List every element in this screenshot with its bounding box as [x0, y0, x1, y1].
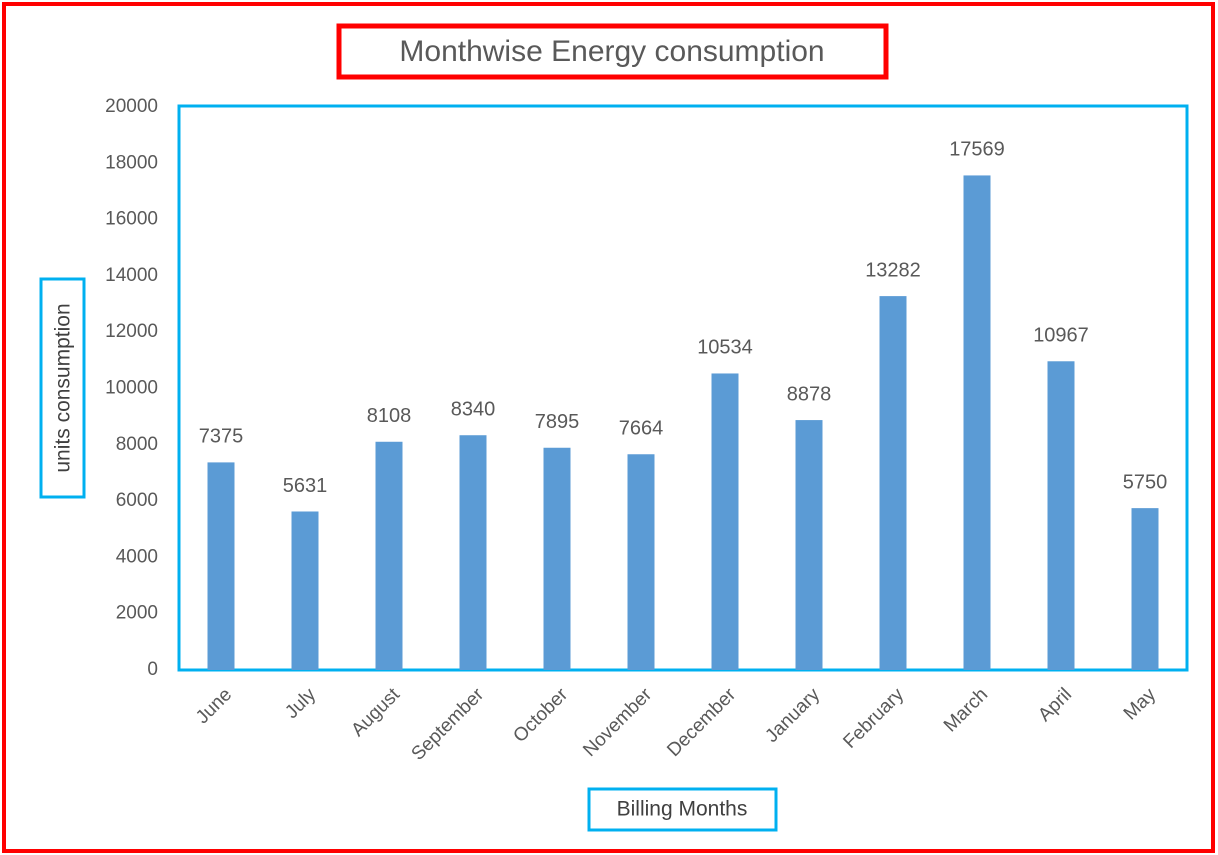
- data-label: 8340: [451, 399, 496, 421]
- data-label: 7664: [619, 418, 664, 440]
- x-tick-label: April: [1034, 684, 1076, 726]
- data-label: 8108: [367, 405, 412, 427]
- bar: [1131, 508, 1159, 670]
- data-label: 13282: [865, 259, 921, 281]
- bar: [879, 296, 907, 670]
- x-tick-label: August: [347, 684, 404, 741]
- x-tick-label: May: [1120, 684, 1161, 725]
- x-tick-label: October: [509, 684, 572, 747]
- x-tick-label: January: [761, 684, 824, 747]
- bar: [459, 435, 487, 670]
- y-label-box: [39, 277, 86, 499]
- bar: [543, 447, 571, 670]
- bar: [795, 420, 823, 670]
- y-tick-label: 2000: [116, 603, 158, 624]
- title-box: [336, 23, 889, 80]
- data-label: 7895: [535, 411, 580, 433]
- x-tick-label: September: [408, 684, 489, 765]
- x-tick-label: June: [192, 684, 236, 728]
- y-tick-label: 10000: [105, 378, 158, 399]
- data-label: 17569: [949, 139, 1005, 161]
- x-axis-label: Billing Months: [617, 798, 748, 821]
- x-tick-label: November: [579, 684, 656, 761]
- data-label: 5750: [1123, 471, 1168, 493]
- bar: [291, 511, 319, 670]
- x-tick-label: July: [281, 684, 320, 723]
- y-tick-label: 16000: [105, 209, 158, 230]
- x-tick-label: December: [663, 684, 740, 761]
- y-tick-label: 8000: [116, 434, 158, 455]
- plot-border: [177, 104, 1189, 672]
- y-tick-label: 14000: [105, 265, 158, 286]
- bar: [207, 462, 235, 670]
- y-tick-label: 20000: [105, 96, 158, 117]
- bar: [711, 373, 739, 670]
- bar: [1047, 361, 1075, 670]
- y-tick-label: 0: [147, 659, 158, 680]
- x-tick-label: March: [940, 684, 992, 736]
- y-tick-label: 6000: [116, 490, 158, 511]
- bar: [375, 441, 403, 670]
- y-tick-label: 18000: [105, 152, 158, 173]
- chart-title: Monthwise Energy consumption: [399, 35, 824, 68]
- data-label: 8878: [787, 383, 832, 405]
- y-tick-label: 4000: [116, 546, 158, 567]
- x-label-box: [587, 787, 778, 832]
- x-tick-label: February: [839, 684, 908, 753]
- bar: [627, 454, 655, 670]
- data-label: 10967: [1033, 325, 1089, 347]
- y-axis-label: units consumption: [52, 303, 75, 472]
- y-tick-label: 12000: [105, 321, 158, 342]
- bar: [963, 175, 991, 670]
- data-label: 5631: [283, 475, 328, 497]
- data-label: 7375: [199, 426, 244, 448]
- data-label: 10534: [697, 337, 753, 359]
